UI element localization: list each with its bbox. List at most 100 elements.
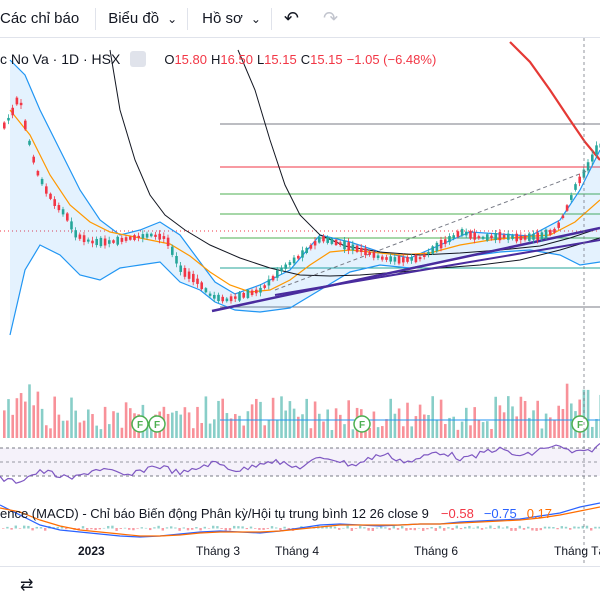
time-axis-label: 2023 bbox=[78, 544, 105, 558]
macd-name[interactable]: ence (MACD) - Chỉ báo Biến động Phân kỳ/… bbox=[0, 506, 348, 521]
volume-bar bbox=[465, 407, 468, 438]
candle-body bbox=[120, 237, 124, 242]
candle-body bbox=[586, 162, 590, 171]
macd-hist-bar bbox=[367, 528, 370, 531]
volume-bar bbox=[515, 416, 518, 438]
volume-bar bbox=[276, 420, 279, 438]
volume-bar bbox=[490, 428, 493, 438]
volume-bar bbox=[368, 428, 371, 438]
candle-body bbox=[150, 233, 153, 237]
macd-hist-bar bbox=[35, 526, 38, 529]
macd-hist-bar bbox=[438, 526, 442, 529]
volume-bar bbox=[36, 391, 40, 438]
macd-hist-bar bbox=[111, 525, 114, 529]
macd-value: −0.75 bbox=[483, 506, 517, 521]
event-badges[interactable]: F F F F bbox=[131, 415, 589, 433]
volume-bar bbox=[11, 414, 14, 438]
candle-body bbox=[515, 233, 518, 242]
moving-average-black-2 bbox=[237, 49, 600, 256]
candle-body bbox=[507, 233, 510, 240]
eye-icon[interactable] bbox=[130, 51, 147, 67]
macd-hist-bar bbox=[94, 528, 97, 531]
macd-hist-bar bbox=[594, 526, 597, 529]
candle-body bbox=[557, 222, 560, 228]
macd-hist-bar bbox=[287, 528, 290, 530]
change-value: −1.05 (−6.48%) bbox=[346, 51, 437, 67]
macd-hist-bar bbox=[170, 526, 173, 529]
volume-bar bbox=[179, 414, 182, 438]
macd-pane bbox=[0, 502, 600, 538]
macd-hist-bar bbox=[485, 527, 488, 529]
close-value: 15.15 bbox=[310, 51, 343, 67]
volume-bar bbox=[3, 410, 6, 438]
volume-bar bbox=[234, 414, 237, 438]
macd-hist-bar bbox=[333, 526, 337, 529]
macd-hist-bar bbox=[123, 527, 127, 529]
price-chart[interactable]: F F F F bbox=[0, 0, 600, 566]
macd-hist-bar bbox=[401, 525, 404, 529]
candle-body bbox=[418, 257, 422, 260]
candle-body bbox=[540, 232, 544, 240]
volume-bar bbox=[196, 406, 199, 438]
indicators-button[interactable]: Các chỉ báo bbox=[0, 0, 89, 38]
macd-hist-bar bbox=[514, 528, 517, 531]
macd-hist-bar bbox=[468, 525, 471, 529]
time-axis-label: Tháng 4 bbox=[275, 544, 320, 558]
volume-bar bbox=[166, 413, 170, 438]
candle-body bbox=[389, 256, 392, 262]
macd-hist-bar bbox=[447, 527, 450, 529]
volume-bar bbox=[318, 413, 321, 438]
undo-icon[interactable]: ↶ bbox=[283, 8, 299, 28]
time-axis-label: Tháng 3 bbox=[196, 544, 241, 558]
trend-line-secondary bbox=[274, 239, 600, 296]
candle-body bbox=[322, 235, 325, 242]
candle-body bbox=[570, 195, 573, 200]
event-badge-f[interactable]: F bbox=[359, 420, 365, 431]
volume-bar bbox=[427, 414, 430, 438]
event-badge-f[interactable]: F bbox=[137, 420, 143, 431]
volume-bar bbox=[250, 404, 254, 438]
macd-hist-bar bbox=[10, 528, 13, 530]
candle-body bbox=[297, 255, 300, 259]
volume-bar bbox=[15, 398, 19, 438]
event-badge-f[interactable]: F bbox=[577, 420, 583, 431]
candle-body bbox=[242, 292, 245, 298]
volume-bar bbox=[7, 399, 10, 438]
macd-hist-bar bbox=[283, 526, 286, 529]
macd-hist-bar bbox=[165, 527, 169, 529]
volume-bar bbox=[591, 426, 594, 438]
macd-hist-bar bbox=[459, 528, 463, 530]
volume-bar bbox=[213, 419, 216, 438]
candle-body bbox=[544, 229, 548, 239]
candle-body bbox=[32, 156, 35, 163]
volume-bar bbox=[292, 408, 296, 438]
chart-type-dropdown[interactable]: Biểu đồ ⌄ bbox=[96, 0, 187, 38]
candle-body bbox=[435, 242, 439, 252]
candle-body bbox=[19, 102, 23, 106]
candle-body bbox=[318, 236, 321, 243]
candle-body bbox=[368, 251, 371, 255]
candle-body bbox=[351, 244, 355, 251]
volume-bar bbox=[183, 407, 187, 438]
macd-hist-bar bbox=[338, 528, 341, 530]
macd-hist-bar bbox=[590, 528, 593, 531]
candle-body bbox=[179, 265, 182, 272]
volume-bar bbox=[586, 389, 590, 438]
event-badge-f[interactable]: F bbox=[154, 420, 160, 431]
profile-dropdown[interactable]: Hồ sơ ⌄ bbox=[188, 0, 271, 38]
macd-hist-bar bbox=[577, 526, 580, 529]
symbol-name[interactable]: c No Va · 1D · HSX bbox=[0, 51, 121, 67]
volume-bar bbox=[498, 405, 502, 438]
candle-body bbox=[427, 251, 430, 255]
candle-body bbox=[574, 184, 577, 190]
redo-icon[interactable]: ↷ bbox=[323, 8, 339, 28]
date-range-icon[interactable]: ⇄ bbox=[20, 577, 34, 594]
candlesticks bbox=[3, 96, 600, 304]
macd-hist-bar bbox=[430, 527, 433, 529]
candle-body bbox=[255, 289, 258, 294]
macd-hist-bar bbox=[329, 526, 332, 529]
candle-body bbox=[486, 234, 489, 241]
volume-bar bbox=[187, 412, 191, 438]
volume-bar bbox=[456, 429, 460, 438]
volume-bar bbox=[49, 428, 52, 438]
